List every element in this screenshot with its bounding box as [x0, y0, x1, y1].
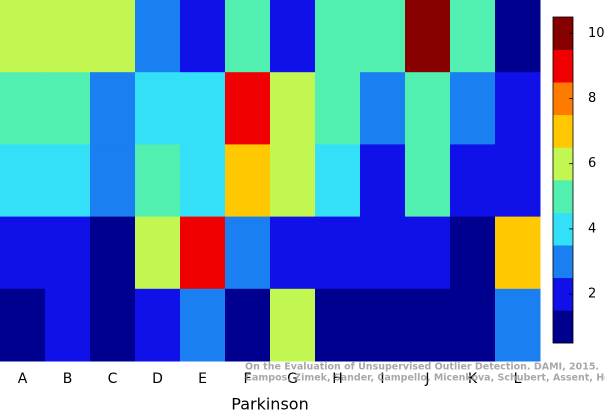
cell: [405, 288, 451, 362]
cell: [495, 72, 541, 145]
cell: [45, 216, 91, 290]
cell: [225, 144, 271, 218]
cell: [360, 216, 406, 290]
cell: [315, 144, 361, 218]
cell: [180, 72, 226, 145]
cell: [180, 0, 226, 73]
cell: [45, 288, 91, 362]
colorbar-tick-label: 10: [588, 26, 605, 41]
colorbar-segment: [553, 114, 573, 148]
x-tick-label: H: [332, 371, 343, 387]
x-tick-label: I: [380, 371, 384, 387]
cell: [360, 0, 406, 73]
cell: [45, 144, 91, 218]
cell: [405, 216, 451, 290]
colorbar-tick-label: 4: [588, 221, 596, 236]
colorbar-segment: [553, 180, 573, 213]
colorbar-segment: [553, 82, 573, 116]
cell: [270, 288, 316, 362]
cell: [225, 72, 271, 145]
cell: [450, 144, 496, 218]
colorbar-segment: [553, 310, 573, 344]
cell: [90, 288, 136, 362]
cell: [0, 144, 46, 218]
x-tick-label: K: [468, 371, 478, 387]
cell: [45, 72, 91, 145]
cell: [270, 216, 316, 290]
cell: [495, 216, 541, 290]
x-axis-label: Parkinson: [231, 395, 308, 413]
colorbar-segment: [553, 17, 573, 50]
cell: [315, 216, 361, 290]
cell: [90, 0, 136, 73]
cell: [90, 216, 136, 290]
cell: [135, 72, 181, 145]
watermark: Campos, Zimek, Sander, Campello, Micenko…: [245, 373, 605, 384]
cell: [405, 72, 451, 145]
colorbar-segment: [553, 147, 573, 181]
cell: [450, 72, 496, 145]
cell: [0, 0, 46, 73]
cell: [315, 72, 361, 145]
x-tick-label: E: [198, 371, 207, 387]
cell: [315, 0, 361, 73]
cell: [180, 144, 226, 218]
cell: [135, 144, 181, 218]
cell: [495, 144, 541, 218]
x-tick-label: B: [63, 371, 73, 387]
cell: [135, 0, 181, 73]
colorbar-segment: [553, 245, 573, 279]
cell: [90, 144, 136, 218]
cell: [270, 0, 316, 73]
cell: [270, 72, 316, 145]
cell: [360, 288, 406, 362]
cell: [225, 288, 271, 362]
cell: [0, 72, 46, 145]
cell: [405, 0, 451, 73]
cell: [360, 72, 406, 145]
cell: [225, 216, 271, 290]
colorbar-segment: [553, 277, 573, 311]
colorbar-segment: [553, 212, 573, 246]
x-tick-label: D: [152, 371, 163, 387]
cell: [450, 216, 496, 290]
colorbar-tick-label: 8: [588, 91, 596, 106]
cell: [225, 0, 271, 73]
cell: [450, 288, 496, 362]
watermark: On the Evaluation of Unsupervised Outlie…: [245, 362, 599, 373]
x-tick-label: L: [514, 371, 522, 387]
colorbar-tick-label: 2: [588, 287, 596, 302]
cell: [180, 288, 226, 362]
x-tick-label: C: [108, 371, 118, 387]
cell: [135, 288, 181, 362]
cell: [450, 0, 496, 73]
cell: [135, 216, 181, 290]
cell: [360, 144, 406, 218]
cell: [180, 216, 226, 290]
x-tick-label: J: [424, 371, 429, 387]
x-tick-label: A: [18, 371, 28, 387]
cell: [90, 72, 136, 145]
colorbar-tick-label: 6: [588, 156, 596, 171]
cell: [45, 0, 91, 73]
cell: [0, 216, 46, 290]
cell: [315, 288, 361, 362]
x-tick-label: G: [287, 371, 298, 387]
cell: [495, 0, 541, 73]
x-tick-label: F: [243, 371, 251, 387]
colorbar-segment: [553, 49, 573, 83]
cell: [405, 144, 451, 218]
colorbar-frame: [552, 16, 574, 344]
cell: [270, 144, 316, 218]
cell: [0, 288, 46, 362]
cell: [495, 288, 541, 362]
